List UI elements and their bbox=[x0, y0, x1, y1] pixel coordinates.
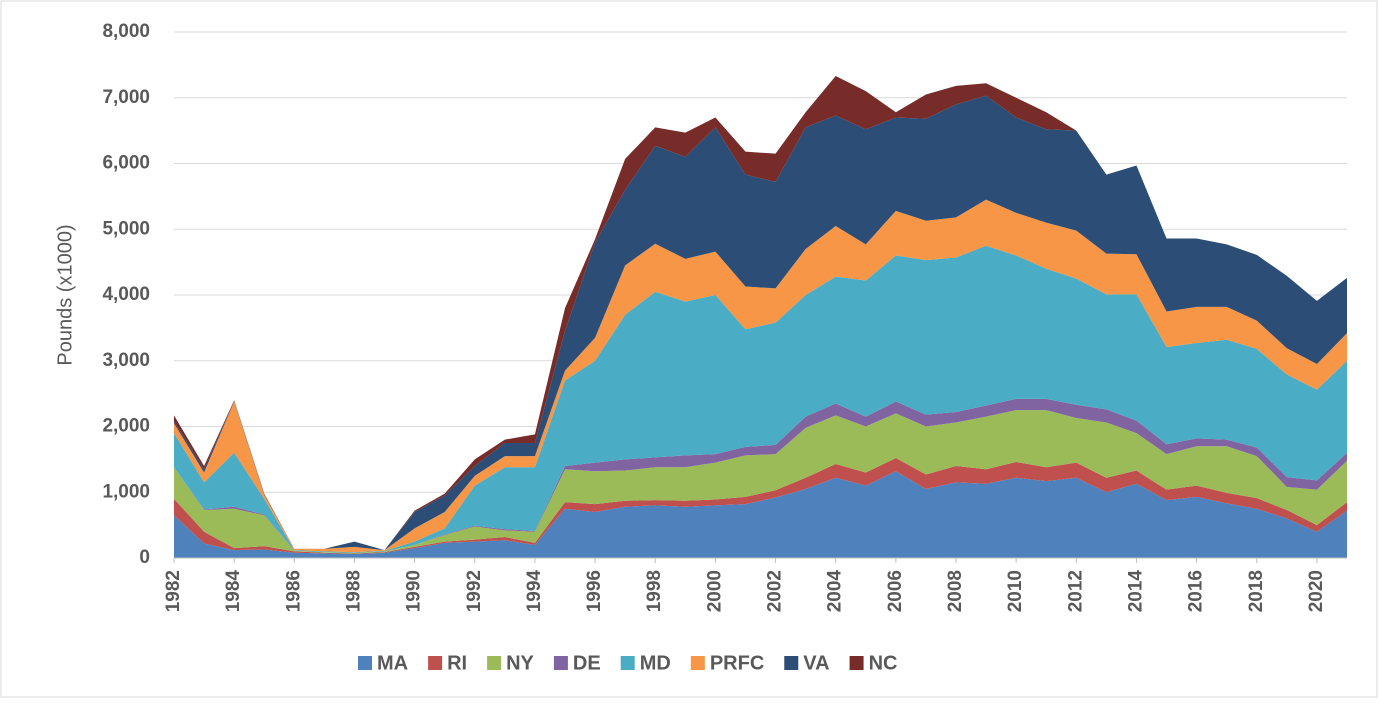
y-tick-label: 4,000 bbox=[102, 284, 150, 305]
legend-label: DE bbox=[573, 652, 601, 674]
x-tick-label: 2006 bbox=[885, 570, 906, 612]
y-tick-label: 3,000 bbox=[102, 350, 150, 371]
x-tick-label: 1990 bbox=[404, 570, 425, 612]
y-tick-label: 2,000 bbox=[102, 416, 150, 437]
x-tick-label: 2014 bbox=[1125, 570, 1146, 613]
area bbox=[174, 410, 1347, 554]
x-tick-label: 1982 bbox=[163, 570, 184, 612]
x-tick-label: 1984 bbox=[223, 570, 244, 613]
area bbox=[174, 76, 1347, 551]
x-tick-label: 2004 bbox=[825, 570, 846, 613]
legend-swatch bbox=[620, 656, 635, 670]
legend-swatch bbox=[553, 656, 568, 670]
x-tick-label: 1998 bbox=[644, 570, 665, 612]
x-tick-label: 2018 bbox=[1246, 570, 1267, 612]
area bbox=[174, 95, 1347, 551]
y-tick-label: 6,000 bbox=[102, 153, 150, 174]
x-tick-label: 2008 bbox=[945, 570, 966, 612]
legend-swatch bbox=[487, 656, 502, 670]
x-tick-label: 2012 bbox=[1065, 570, 1086, 612]
y-tick-label: 0 bbox=[139, 547, 150, 568]
x-tick-label: 1988 bbox=[343, 570, 364, 612]
legend-label: MD bbox=[640, 652, 671, 674]
legend-label: MA bbox=[377, 652, 408, 674]
legend-swatch bbox=[358, 656, 372, 670]
x-tick-label: 2020 bbox=[1306, 570, 1327, 612]
x-tick-label: 2002 bbox=[765, 570, 786, 612]
legend-label: NY bbox=[506, 652, 534, 674]
area bbox=[174, 245, 1347, 553]
legend-swatch bbox=[849, 656, 864, 670]
legend-label: VA bbox=[803, 652, 829, 674]
legend-swatch bbox=[428, 656, 443, 670]
legend-swatch bbox=[784, 656, 799, 670]
y-tick-label: 8,000 bbox=[102, 21, 150, 42]
x-tick-label: 2000 bbox=[704, 570, 725, 612]
x-tick-label: 1986 bbox=[283, 570, 304, 612]
x-tick-label: 1994 bbox=[524, 570, 545, 613]
y-tick-label: 7,000 bbox=[102, 87, 150, 108]
x-tick-label: 1996 bbox=[584, 570, 605, 612]
x-tick-label: 2010 bbox=[1005, 570, 1026, 612]
y-tick-label: 1,000 bbox=[102, 481, 150, 502]
x-tick-label: 2016 bbox=[1186, 570, 1207, 612]
x-tick-label: 1992 bbox=[464, 570, 485, 612]
y-tick-label: 5,000 bbox=[102, 218, 150, 239]
area bbox=[174, 471, 1347, 558]
legend-swatch bbox=[690, 656, 705, 670]
y-axis-title: Pounds (x1000) bbox=[54, 224, 76, 365]
legend-label: RI bbox=[447, 652, 467, 674]
legend-label: NC bbox=[869, 652, 898, 674]
legend-label: PRFC bbox=[710, 652, 764, 674]
